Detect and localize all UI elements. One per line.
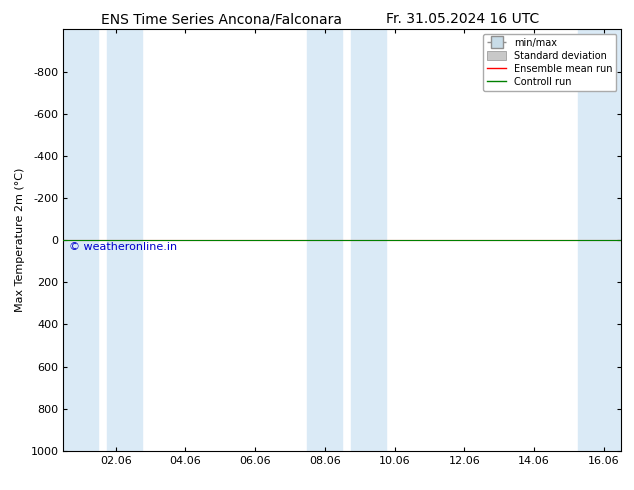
Text: © weatheronline.in: © weatheronline.in (69, 242, 177, 252)
Legend: min/max, Standard deviation, Ensemble mean run, Controll run: min/max, Standard deviation, Ensemble me… (483, 34, 616, 91)
Text: Fr. 31.05.2024 16 UTC: Fr. 31.05.2024 16 UTC (386, 12, 540, 26)
Bar (63, 29, 98, 451)
Bar (578, 29, 621, 451)
Text: ENS Time Series Ancona/Falconara: ENS Time Series Ancona/Falconara (101, 12, 342, 26)
Y-axis label: Max Temperature 2m (°C): Max Temperature 2m (°C) (15, 168, 25, 312)
Bar (351, 29, 386, 451)
Bar (307, 29, 342, 451)
Bar (107, 29, 142, 451)
